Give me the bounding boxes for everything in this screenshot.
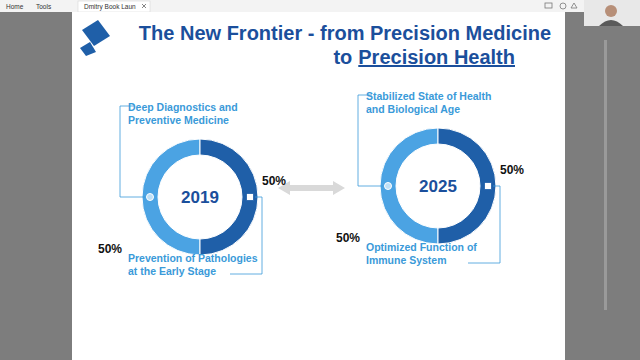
ring-marker — [485, 183, 492, 190]
webcam-thumbnail — [584, 0, 640, 26]
bracket-line — [358, 95, 383, 186]
ring-marker — [147, 194, 154, 201]
data-label: 50% — [336, 231, 360, 245]
help-icon — [560, 3, 566, 9]
donut-center-label: 2025 — [419, 177, 457, 196]
category-label: Stabilized State of Healthand Biological… — [366, 90, 491, 115]
category-label: Prevention of Pathologiesat the Early St… — [128, 252, 258, 277]
tab-label: Tools — [36, 3, 52, 10]
tab-close-icon — [142, 4, 146, 8]
webcam-person — [605, 5, 617, 17]
chat-icon — [545, 3, 552, 8]
category-label: Deep Diagnostics andPreventive Medicine — [128, 101, 238, 126]
logo-shape — [82, 20, 110, 46]
slide-title-emphasis: Precision Health — [358, 46, 515, 68]
ring-marker — [247, 194, 254, 201]
data-label: 50% — [98, 242, 122, 256]
bracket-line — [468, 186, 500, 263]
donut-center-label: 2019 — [181, 188, 219, 207]
slide-title-prefix: to — [333, 46, 352, 68]
double-arrow — [278, 181, 345, 195]
screen: Home Tools Dmitry Book Laun The New Frontie… — [0, 0, 640, 360]
data-label: 50% — [262, 174, 286, 188]
scrollbar — [604, 40, 607, 310]
slide — [72, 12, 565, 360]
bracket-line — [230, 197, 262, 274]
background — [0, 0, 640, 360]
logo-shape-small — [80, 42, 96, 56]
tab-label: Home — [6, 3, 24, 10]
category-label: Optimized Function ofImmune System — [366, 241, 477, 266]
active-tab — [78, 1, 150, 12]
donut-chart: 2019 50% 50% Deep Diagnostics andPreventive… — [98, 101, 286, 277]
ring-marker — [385, 183, 392, 190]
donut-chart: 2025 50% 50% Stabilized State of Healthand … — [336, 90, 524, 266]
slide-title: The New Frontier - from Precision Medici… — [139, 22, 551, 44]
top-bar — [0, 0, 640, 12]
bell-icon — [571, 3, 577, 8]
data-label: 50% — [500, 163, 524, 177]
bracket-line — [120, 106, 145, 197]
tab-label: Dmitry Book Laun — [84, 3, 136, 11]
webcam-person-body — [599, 20, 623, 26]
